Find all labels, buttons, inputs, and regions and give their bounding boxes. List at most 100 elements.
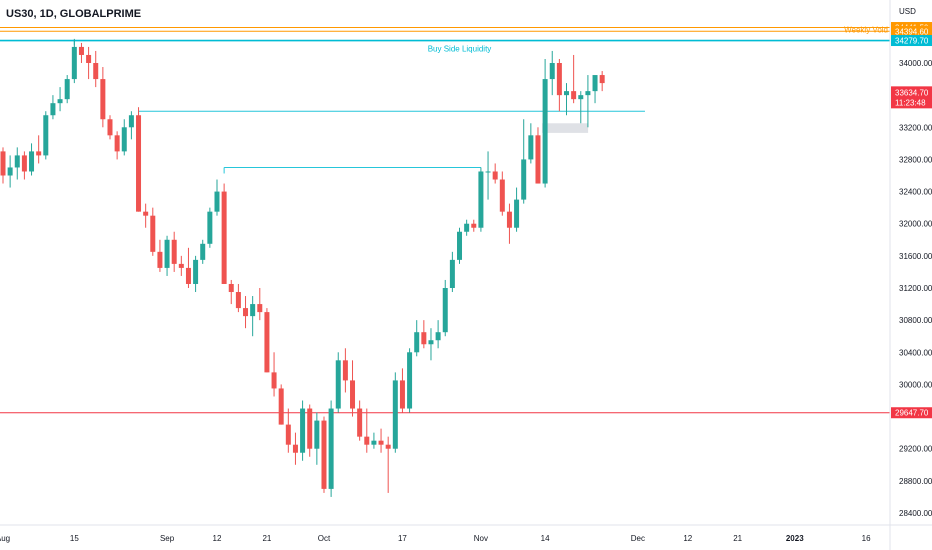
- candle-body: [57, 99, 63, 104]
- candle-body: [278, 388, 284, 425]
- annotation-label: Weekly Void: [844, 25, 888, 34]
- candles-layer: [0, 38, 605, 497]
- candle-body: [0, 151, 6, 176]
- candle-body: [271, 372, 277, 389]
- candle-body: [364, 436, 370, 445]
- candle-body: [200, 243, 206, 260]
- price-tick-label: 31200.00: [899, 284, 932, 293]
- price-tick-label: 33200.00: [899, 123, 932, 132]
- candle-body: [350, 380, 356, 409]
- candle-body: [449, 259, 455, 288]
- candle-body: [207, 211, 213, 244]
- time-axis[interactable]: Aug 15 Sep 12 21 Oct 17 Nov 14 Dec 12 21 2023 16: [0, 524, 932, 543]
- time-tick-label: Nov: [474, 534, 488, 543]
- candle-body: [150, 215, 156, 252]
- candle-body: [64, 79, 70, 100]
- candle-body: [14, 155, 20, 168]
- time-tick-label: 12: [213, 534, 222, 543]
- candle-body: [371, 440, 377, 445]
- price-tick-label: 31600.00: [899, 252, 932, 261]
- candle-body: [414, 332, 420, 353]
- candle-body: [571, 91, 577, 100]
- candle-body: [385, 444, 391, 449]
- candle-body: [21, 155, 27, 172]
- candle-body: [43, 115, 49, 156]
- candle-body: [321, 420, 327, 489]
- time-tick-label: 21: [733, 534, 742, 543]
- price-tick-label: 29200.00: [899, 445, 932, 454]
- price-tick-label: 34000.00: [899, 59, 932, 68]
- candle-body: [407, 352, 413, 409]
- time-tick-label: Aug: [0, 534, 10, 543]
- time-tick-label: 16: [862, 534, 871, 543]
- candle-body: [399, 380, 405, 409]
- price-tick-label: 32000.00: [899, 220, 932, 229]
- time-tick-label: Dec: [631, 534, 645, 543]
- candle-body: [114, 135, 120, 152]
- candle-body: [599, 75, 605, 84]
- candle-body: [592, 75, 598, 92]
- candle-body: [549, 63, 555, 80]
- time-tick-label: 17: [398, 534, 407, 543]
- candle-body: [506, 211, 512, 228]
- candle-body: [121, 127, 127, 152]
- time-tick-label: 21: [262, 534, 271, 543]
- candle-body: [521, 159, 527, 200]
- candle-body: [171, 239, 177, 264]
- candle-body: [178, 263, 184, 268]
- candle-body: [235, 292, 241, 309]
- candle-body: [535, 135, 541, 184]
- candle-body: [36, 151, 42, 156]
- candle-body: [143, 211, 149, 216]
- candle-body: [128, 115, 134, 128]
- candle-body: [93, 63, 99, 80]
- buy-side-liquidity-tag-label: 34279.70: [895, 37, 929, 46]
- time-tick-label: 2023: [786, 534, 804, 543]
- weekly-void-bottom-tag: [891, 25, 932, 37]
- time-tick-label: Sep: [160, 534, 175, 543]
- candle-body: [499, 179, 505, 212]
- candle-body: [471, 223, 477, 228]
- candle-body: [257, 304, 263, 313]
- price-axis[interactable]: USD 34000.00 33200.00 32800.00 32400.00 32000…: [889, 0, 932, 550]
- candle-body: [86, 54, 92, 63]
- price-tick-label: 28400.00: [899, 509, 932, 518]
- candle-body: [314, 420, 320, 449]
- candle-body: [78, 46, 84, 55]
- candle-body: [335, 360, 341, 409]
- candle-body: [264, 312, 270, 373]
- candle-body: [478, 171, 484, 228]
- current-price-label: 33634.70: [895, 88, 929, 97]
- candle-body: [221, 191, 227, 284]
- candle-body: [428, 340, 434, 345]
- candle-body: [435, 332, 441, 341]
- price-tick-label: 30400.00: [899, 348, 932, 357]
- currency-label: USD: [899, 7, 916, 16]
- candle-body: [542, 79, 548, 184]
- current-price-tag: [891, 86, 932, 109]
- candle-body: [300, 408, 306, 453]
- candle-body: [285, 424, 291, 445]
- candle-body: [214, 191, 220, 212]
- candle-body: [157, 251, 163, 268]
- candle-body: [228, 283, 234, 293]
- candle-body: [342, 360, 348, 381]
- candle-body: [457, 231, 463, 260]
- time-tick-label: 12: [683, 534, 692, 543]
- candle-body: [136, 115, 142, 212]
- candle-body: [357, 408, 363, 437]
- candle-body: [250, 304, 256, 317]
- candle-body: [492, 171, 498, 180]
- candle-body: [100, 79, 106, 120]
- chart-title: US30, 1D, GLOBALPRIME: [6, 8, 142, 20]
- candle-body: [328, 408, 334, 489]
- levels-layer: Weekly Void Buy Side Liquidity: [0, 25, 890, 414]
- candle-body: [50, 103, 56, 116]
- candle-body: [107, 119, 113, 136]
- candle-body: [485, 171, 491, 173]
- price-tick-label: 28800.00: [899, 477, 932, 486]
- candle-body: [292, 444, 298, 453]
- price-tick-label: 32400.00: [899, 188, 932, 197]
- countdown-label: 11:23:48: [895, 98, 926, 107]
